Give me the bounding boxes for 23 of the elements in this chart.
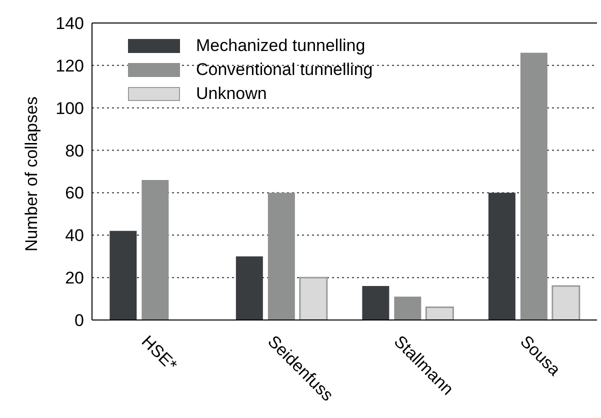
y-tick-label: 40 <box>65 226 84 246</box>
y-tick-label: 100 <box>56 98 84 118</box>
bar <box>488 192 516 320</box>
y-tick-label: 140 <box>56 14 84 34</box>
y-tick-label: 20 <box>65 268 84 288</box>
bar <box>268 192 295 320</box>
bar <box>362 286 390 320</box>
bar <box>110 230 137 320</box>
bar <box>520 52 548 320</box>
y-axis-title: Number of collapses <box>22 96 42 252</box>
bar <box>394 296 422 320</box>
legend-label: Unknown <box>196 83 267 105</box>
bar <box>299 276 328 320</box>
bar <box>552 285 580 320</box>
bar <box>142 180 169 320</box>
bar <box>425 306 454 320</box>
y-tick-label: 120 <box>56 56 84 76</box>
legend-label: Mechanized tunnelling <box>196 35 366 57</box>
bar <box>236 256 263 320</box>
y-tick-label: 0 <box>74 311 84 330</box>
legend-label: Conventional tunnelling <box>196 59 373 81</box>
y-tick-label: 80 <box>65 141 84 160</box>
y-tick-label: 60 <box>65 184 84 203</box>
